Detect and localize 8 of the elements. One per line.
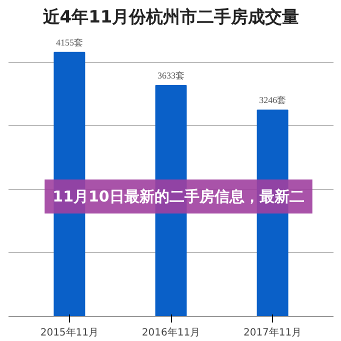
chart-title: 近4年11月份杭州市二手房成交量 — [42, 8, 300, 28]
data-label: 4155套 — [56, 37, 83, 48]
data-label: 3633套 — [158, 70, 184, 81]
data-label: 3246套 — [259, 95, 286, 106]
x-tick-label: 2016年11月 — [142, 326, 200, 338]
x-tick-label: 2017年11月 — [243, 326, 302, 338]
annotation: 11月10日最新的二手房信息，最新二 — [52, 188, 304, 206]
x-tick-label: 2015年11月 — [40, 326, 99, 338]
